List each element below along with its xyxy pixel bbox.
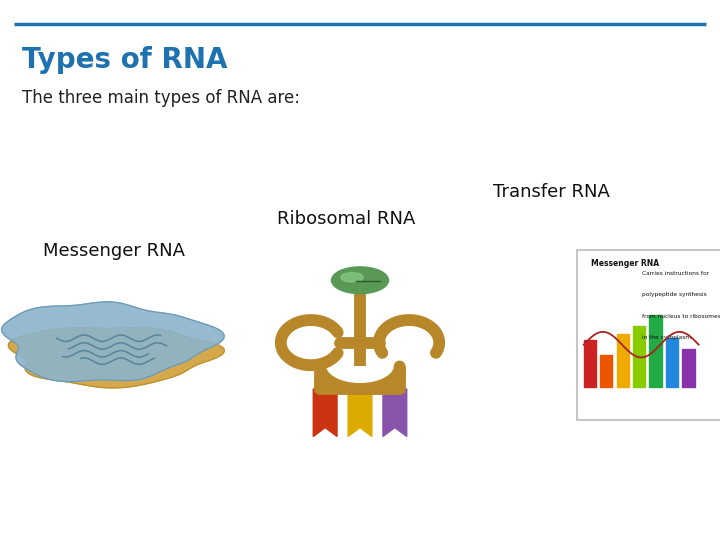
Text: Messenger RNA: Messenger RNA [43, 242, 185, 260]
Ellipse shape [331, 267, 389, 294]
Bar [584, 340, 596, 387]
Text: in the cytoplasm.: in the cytoplasm. [642, 335, 693, 340]
Text: Ribosomal RNA: Ribosomal RNA [277, 210, 415, 228]
Bar [616, 334, 629, 387]
Text: Transfer RNA: Transfer RNA [493, 183, 610, 201]
Text: Types of RNA: Types of RNA [22, 46, 227, 74]
FancyBboxPatch shape [577, 250, 720, 420]
Bar [683, 349, 695, 387]
Polygon shape [383, 389, 407, 436]
Bar [600, 355, 613, 387]
Polygon shape [313, 389, 337, 436]
Polygon shape [1, 302, 224, 382]
Text: from nucleus to ribosomes: from nucleus to ribosomes [642, 314, 720, 319]
Bar [666, 338, 678, 387]
Bar [633, 326, 645, 387]
Text: Carries instructions for: Carries instructions for [642, 271, 709, 276]
Polygon shape [9, 327, 225, 388]
Ellipse shape [341, 273, 363, 282]
Text: polypeptide synthesis: polypeptide synthesis [642, 292, 706, 297]
Polygon shape [348, 389, 372, 436]
Text: The three main types of RNA are:: The three main types of RNA are: [22, 89, 300, 107]
Text: Messenger RNA: Messenger RNA [590, 259, 659, 268]
Bar [649, 315, 662, 387]
